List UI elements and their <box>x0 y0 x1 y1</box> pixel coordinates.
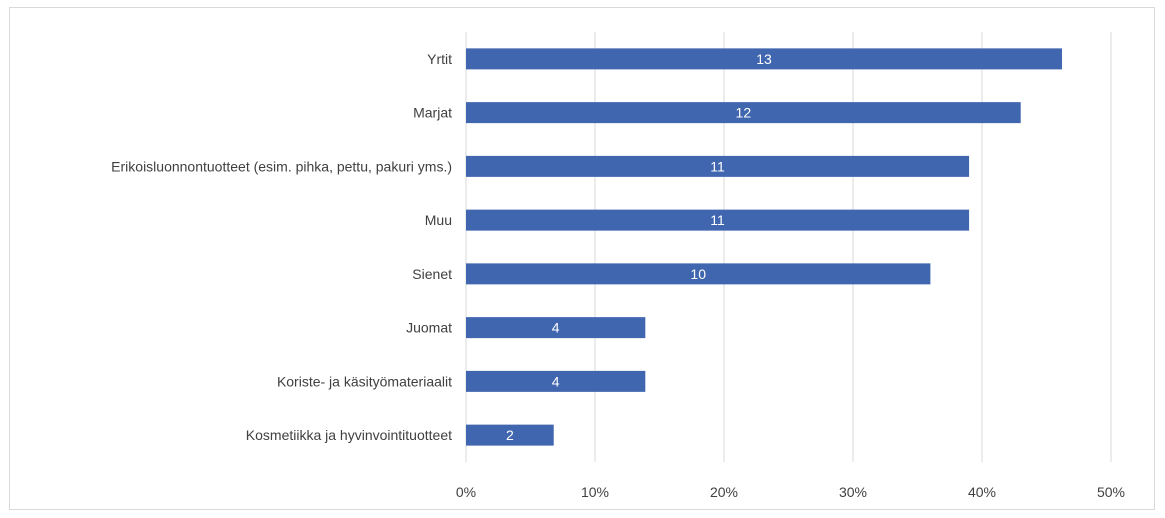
category-label: Marjat <box>413 105 452 121</box>
category-label: Yrtit <box>427 51 452 67</box>
category-label: Sienet <box>412 266 452 282</box>
category-labels: Yrtit Marjat Erikoisluonnontuotteet (esim.… <box>111 51 452 443</box>
bar <box>466 102 1021 124</box>
bar-data-label: 13 <box>756 51 772 67</box>
x-tick-label: 0% <box>456 484 476 500</box>
x-tick-label: 20% <box>710 484 738 500</box>
x-axis-tick-labels: 0% 10% 20% 30% 40% 50% <box>456 484 1125 500</box>
gridlines <box>465 32 1112 462</box>
x-tick-label: 40% <box>968 484 996 500</box>
category-label: Juomat <box>406 320 452 336</box>
bar-data-label: 11 <box>710 158 725 174</box>
category-label: Erikoisluonnontuotteet (esim. pihka, pet… <box>111 158 452 174</box>
bar <box>466 155 970 177</box>
x-tick-label: 50% <box>1097 484 1125 500</box>
chart-frame <box>9 7 1155 510</box>
bar <box>466 263 931 285</box>
x-tick-label: 10% <box>581 484 609 500</box>
bar <box>466 317 646 339</box>
bar-data-label: 12 <box>736 105 752 121</box>
category-label: Koriste- ja käsityömateriaalit <box>277 373 452 389</box>
bar <box>466 424 554 446</box>
bar-data-label: 2 <box>506 427 514 443</box>
bar <box>466 370 646 392</box>
bar-data-label: 10 <box>690 266 706 282</box>
bar-data-label: 4 <box>552 373 560 389</box>
bars: 13 12 11 11 10 4 4 2 <box>466 48 1062 446</box>
bar <box>466 48 1062 70</box>
bar <box>466 209 970 231</box>
category-label: Kosmetiikka ja hyvinvointituotteet <box>246 427 452 443</box>
category-label: Muu <box>425 212 452 228</box>
bar-data-label: 4 <box>552 320 560 336</box>
x-tick-label: 30% <box>839 484 867 500</box>
bar-data-label: 11 <box>710 212 725 228</box>
